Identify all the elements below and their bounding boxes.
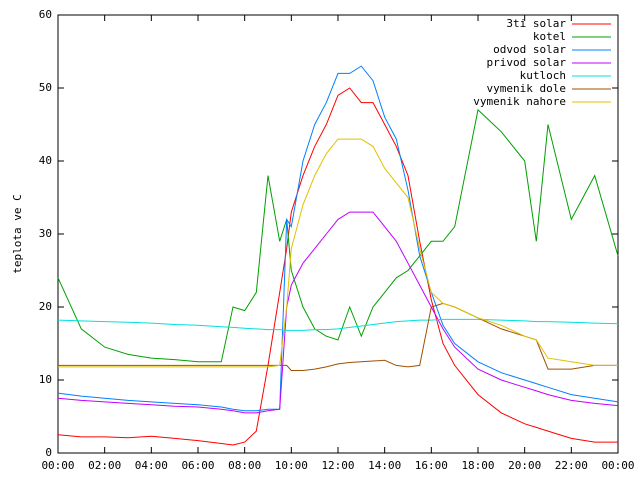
legend-label: kotel — [533, 30, 566, 43]
x-tick-label: 04:00 — [135, 459, 168, 472]
x-tick-label: 22:00 — [555, 459, 588, 472]
y-tick-label: 10 — [39, 373, 52, 386]
series-line — [57, 211, 619, 414]
x-tick-label: 00:00 — [601, 459, 634, 472]
legend-label: vymenik nahore — [473, 95, 566, 108]
x-tick-label: 10:00 — [275, 459, 308, 472]
x-tick-label: 06:00 — [181, 459, 214, 472]
x-tick-label: 02:00 — [88, 459, 121, 472]
x-tick-label: 00:00 — [41, 459, 74, 472]
x-tick-label: 12:00 — [321, 459, 354, 472]
x-tick-label: 08:00 — [228, 459, 261, 472]
x-tick-label: 18:00 — [461, 459, 494, 472]
y-tick-label: 50 — [39, 81, 52, 94]
legend-label: 3ti solar — [506, 17, 566, 30]
y-tick-label: 40 — [39, 154, 52, 167]
series-line — [57, 87, 618, 446]
legend-label: kutloch — [520, 69, 566, 82]
x-tick-label: 20:00 — [508, 459, 541, 472]
legend-label: odvod solar — [493, 43, 566, 56]
series-line — [57, 65, 619, 412]
x-tick-label: 14:00 — [368, 459, 401, 472]
series-line — [57, 108, 619, 363]
series-line — [58, 138, 618, 368]
y-axis-label: teplota ve C — [11, 194, 24, 273]
x-tick-label: 16:00 — [415, 459, 448, 472]
y-tick-label: 0 — [45, 446, 52, 459]
y-tick-label: 60 — [39, 8, 52, 21]
y-tick-label: 30 — [39, 227, 52, 240]
legend-label: vymenik dole — [487, 82, 566, 95]
y-tick-label: 20 — [39, 300, 52, 313]
series-line — [57, 318, 619, 331]
series-line — [58, 302, 618, 371]
legend-label: privod solar — [487, 56, 567, 69]
